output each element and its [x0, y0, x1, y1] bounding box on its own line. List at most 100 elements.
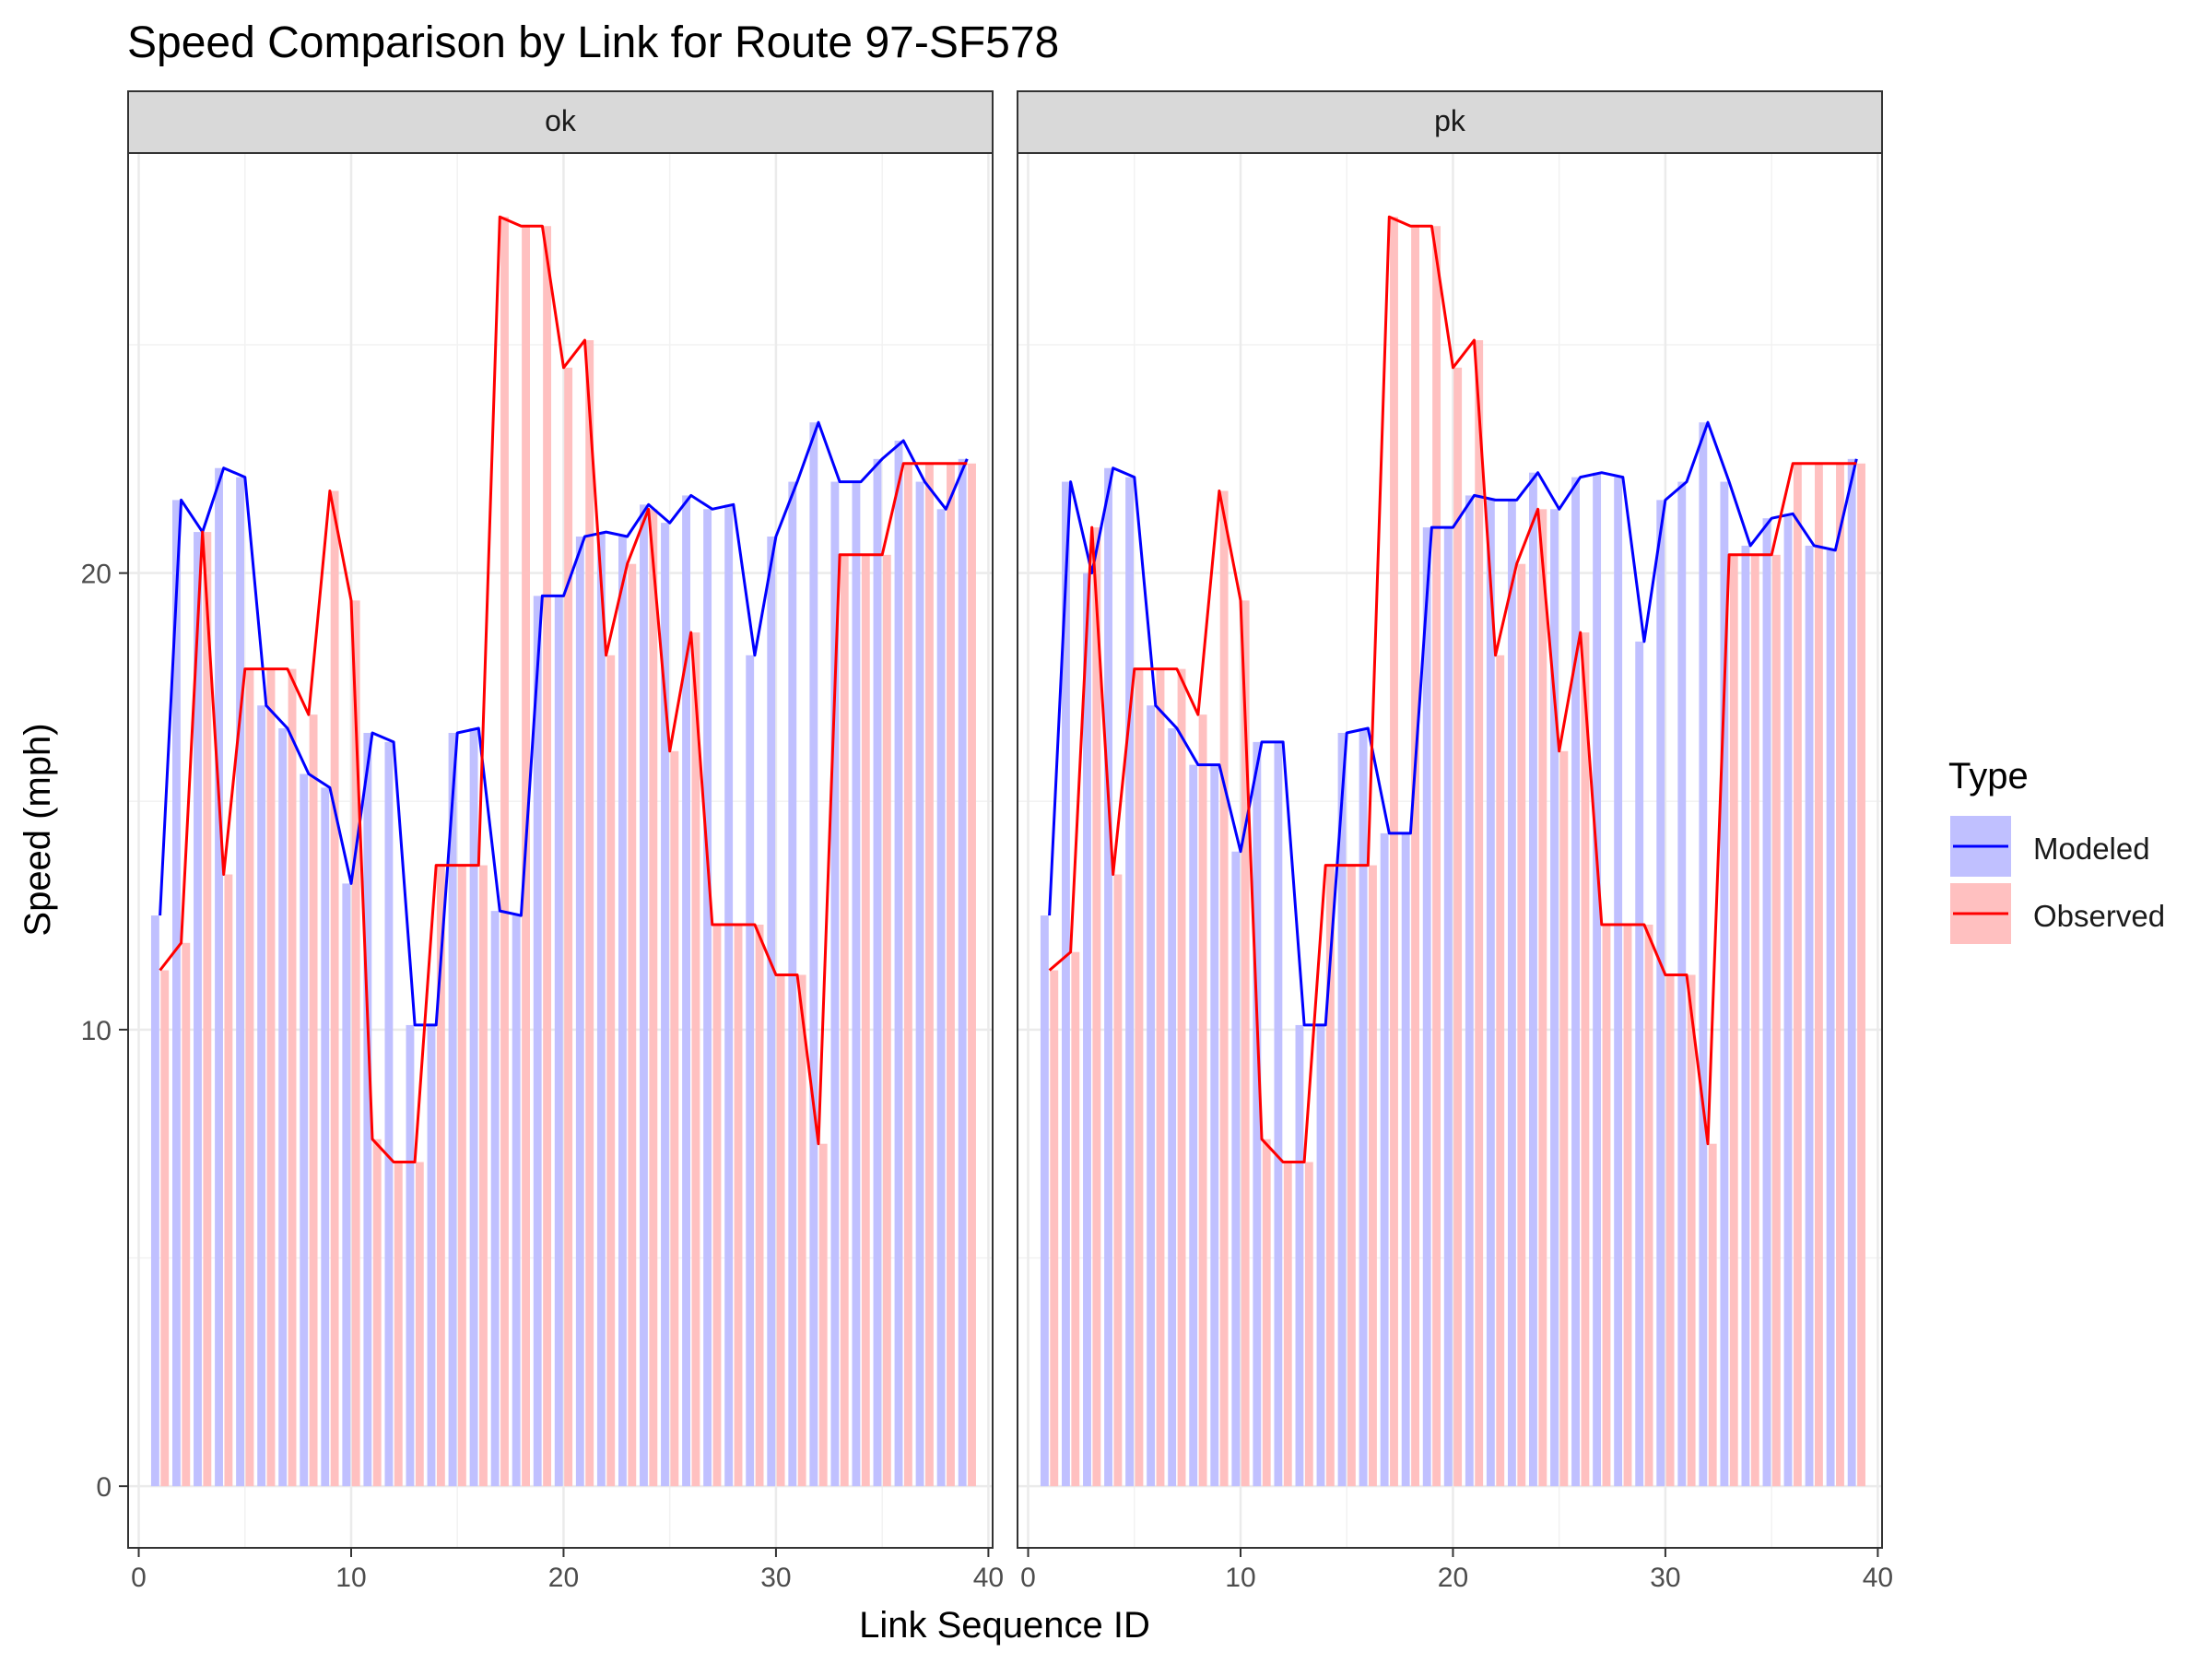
bar-observed — [543, 226, 552, 1487]
facet-strip — [1017, 90, 1883, 154]
legend-modeled-label: Modeled — [2033, 832, 2150, 866]
line-modeled — [1048, 420, 1858, 1027]
line-modeled — [159, 420, 969, 1027]
legend-title: Type — [1948, 756, 2029, 797]
panel-pk: pk 0 10 20 30 40 — [1017, 90, 1893, 1593]
bar-modeled — [1529, 472, 1537, 1487]
bar-modeled — [512, 915, 521, 1487]
bar-modeled — [746, 655, 755, 1487]
bar-modeled — [533, 596, 542, 1487]
bar-modeled — [469, 728, 478, 1487]
bar-modeled — [682, 495, 690, 1487]
bar-observed — [1156, 668, 1165, 1487]
bar-observed — [585, 340, 594, 1487]
bar-observed — [691, 632, 700, 1487]
bar-modeled — [321, 787, 330, 1487]
bar-modeled — [1677, 481, 1687, 1487]
bar-observed — [1602, 924, 1611, 1487]
bar-modeled — [1443, 527, 1453, 1487]
bar-modeled — [1253, 741, 1262, 1487]
bar-modeled — [342, 883, 351, 1487]
bar-observed — [797, 974, 806, 1487]
bar-modeled — [1593, 472, 1602, 1487]
bar-observed — [564, 367, 573, 1487]
facet-strip-label: pk — [1434, 104, 1466, 137]
bar-observed — [203, 532, 212, 1487]
bar-modeled — [236, 477, 245, 1487]
x-tick-label: 20 — [548, 1563, 579, 1593]
legend-key-observed — [1950, 883, 2011, 944]
bar-modeled — [596, 532, 606, 1487]
bar-modeled — [1550, 509, 1559, 1487]
bar-observed — [1325, 865, 1335, 1487]
bar-observed — [160, 970, 170, 1487]
bar-modeled — [406, 1024, 415, 1487]
bar-modeled — [873, 458, 882, 1487]
bar-observed — [1453, 367, 1463, 1487]
legend: Type Modeled Observed — [1948, 756, 2165, 944]
x-tick-label: 40 — [973, 1563, 1004, 1593]
facet-strip-label: ok — [545, 104, 577, 137]
bar-observed — [606, 655, 616, 1487]
bar-observed — [1750, 554, 1759, 1487]
bar-observed — [947, 463, 955, 1487]
bar-observed — [224, 874, 233, 1487]
bar-modeled — [1040, 915, 1049, 1487]
panel-ok: ok 0 10 20 30 40 0 10 20 — [81, 90, 1004, 1593]
y-tick-label: 20 — [81, 560, 112, 590]
bar-observed — [457, 865, 466, 1487]
bar-observed — [330, 490, 339, 1487]
bar-observed — [1644, 924, 1653, 1487]
bar-modeled — [958, 458, 967, 1487]
bar-modeled — [1486, 500, 1495, 1487]
x-tick-label: 10 — [335, 1563, 366, 1593]
bar-observed — [818, 1143, 828, 1487]
bar-modeled — [1168, 728, 1177, 1487]
bar-modeled — [1635, 641, 1644, 1487]
bar-observed — [479, 865, 488, 1487]
bar-modeled — [1316, 1024, 1325, 1487]
bar-observed — [1623, 924, 1632, 1487]
bar-observed — [1517, 563, 1526, 1487]
bar-modeled — [852, 481, 861, 1487]
bar-modeled — [618, 537, 627, 1487]
bar-modeled — [640, 504, 648, 1487]
bar-observed — [1283, 1162, 1292, 1487]
bar-observed — [1793, 463, 1802, 1487]
bar-observed — [1857, 463, 1865, 1487]
bar-observed — [1219, 490, 1229, 1487]
bar-observed — [1687, 974, 1696, 1487]
bar-modeled — [809, 422, 818, 1487]
bar-observed — [734, 924, 743, 1487]
bar-modeled — [830, 481, 840, 1487]
bar-modeled — [1231, 851, 1241, 1487]
bar-observed — [903, 463, 912, 1487]
bar-observed — [840, 554, 849, 1487]
bar-observed — [712, 924, 722, 1487]
bar-modeled — [1805, 545, 1814, 1487]
bar-observed — [245, 668, 254, 1487]
bar-modeled — [1274, 741, 1283, 1487]
bar-observed — [372, 1139, 382, 1487]
bar-observed — [1665, 974, 1675, 1487]
bar-modeled — [1380, 832, 1389, 1487]
bar-modeled — [1847, 458, 1856, 1487]
x-tick-label: 0 — [131, 1563, 147, 1593]
bar-modeled — [257, 705, 266, 1487]
bar-modeled — [215, 467, 223, 1487]
bar-observed — [1496, 655, 1505, 1487]
bar-modeled — [1783, 513, 1793, 1487]
bar-modeled — [490, 911, 500, 1487]
x-tick-label: 30 — [760, 1563, 791, 1593]
bar-observed — [1581, 632, 1590, 1487]
bar-observed — [309, 714, 318, 1487]
bar-modeled — [703, 509, 712, 1487]
bar-observed — [1347, 865, 1356, 1487]
bar-modeled — [1465, 495, 1474, 1487]
bar-observed — [1369, 865, 1377, 1487]
facet-strip — [127, 90, 994, 154]
y-tick-label: 10 — [81, 1016, 112, 1046]
bar-observed — [1071, 951, 1080, 1487]
